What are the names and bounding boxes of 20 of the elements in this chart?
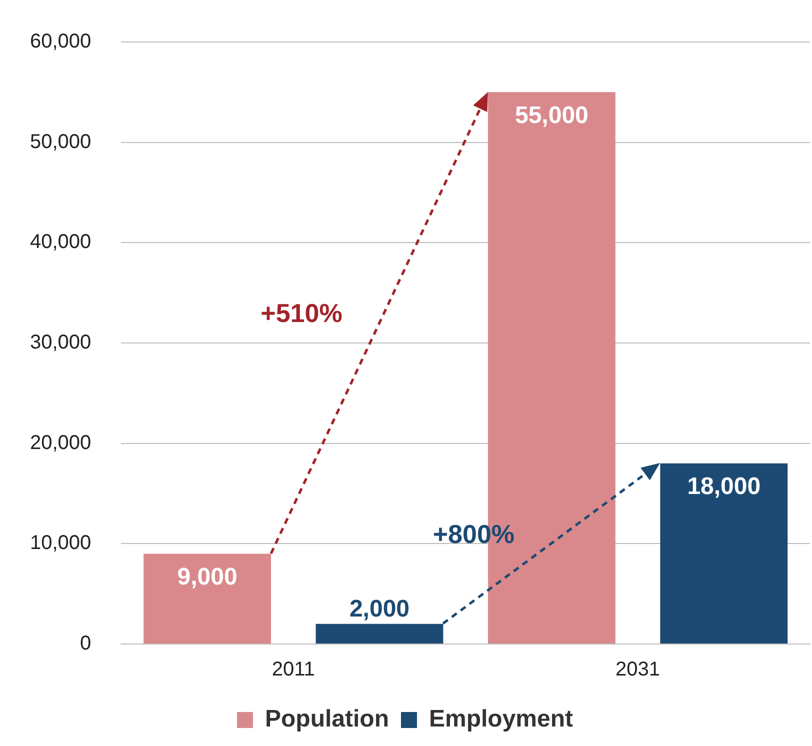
legend-label: Employment xyxy=(428,706,574,733)
y-tick-label: 50,000 xyxy=(30,130,92,153)
y-tick-label: 30,000 xyxy=(30,332,92,354)
x-tick-label: 2031 xyxy=(616,658,660,681)
y-tick-label: 40,000 xyxy=(30,231,92,254)
y-tick-label: 60,000 xyxy=(30,30,92,53)
bar xyxy=(144,554,271,644)
legend-label: Population xyxy=(264,706,389,733)
bar xyxy=(660,463,788,644)
annotation: +800% xyxy=(432,518,515,549)
x-tick-label: 2011 xyxy=(272,658,315,681)
y-tick-label: 0 xyxy=(80,632,92,655)
data-label: 55,000 xyxy=(514,102,588,129)
y-tick-label: 20,000 xyxy=(30,432,92,454)
data-label: 18,000 xyxy=(687,473,761,500)
annotation: +510% xyxy=(260,298,342,328)
bar xyxy=(316,624,444,644)
data-label: 9,000 xyxy=(177,563,238,590)
data-label: 2,000 xyxy=(349,596,410,623)
y-tick-label: 10,000 xyxy=(30,532,92,554)
